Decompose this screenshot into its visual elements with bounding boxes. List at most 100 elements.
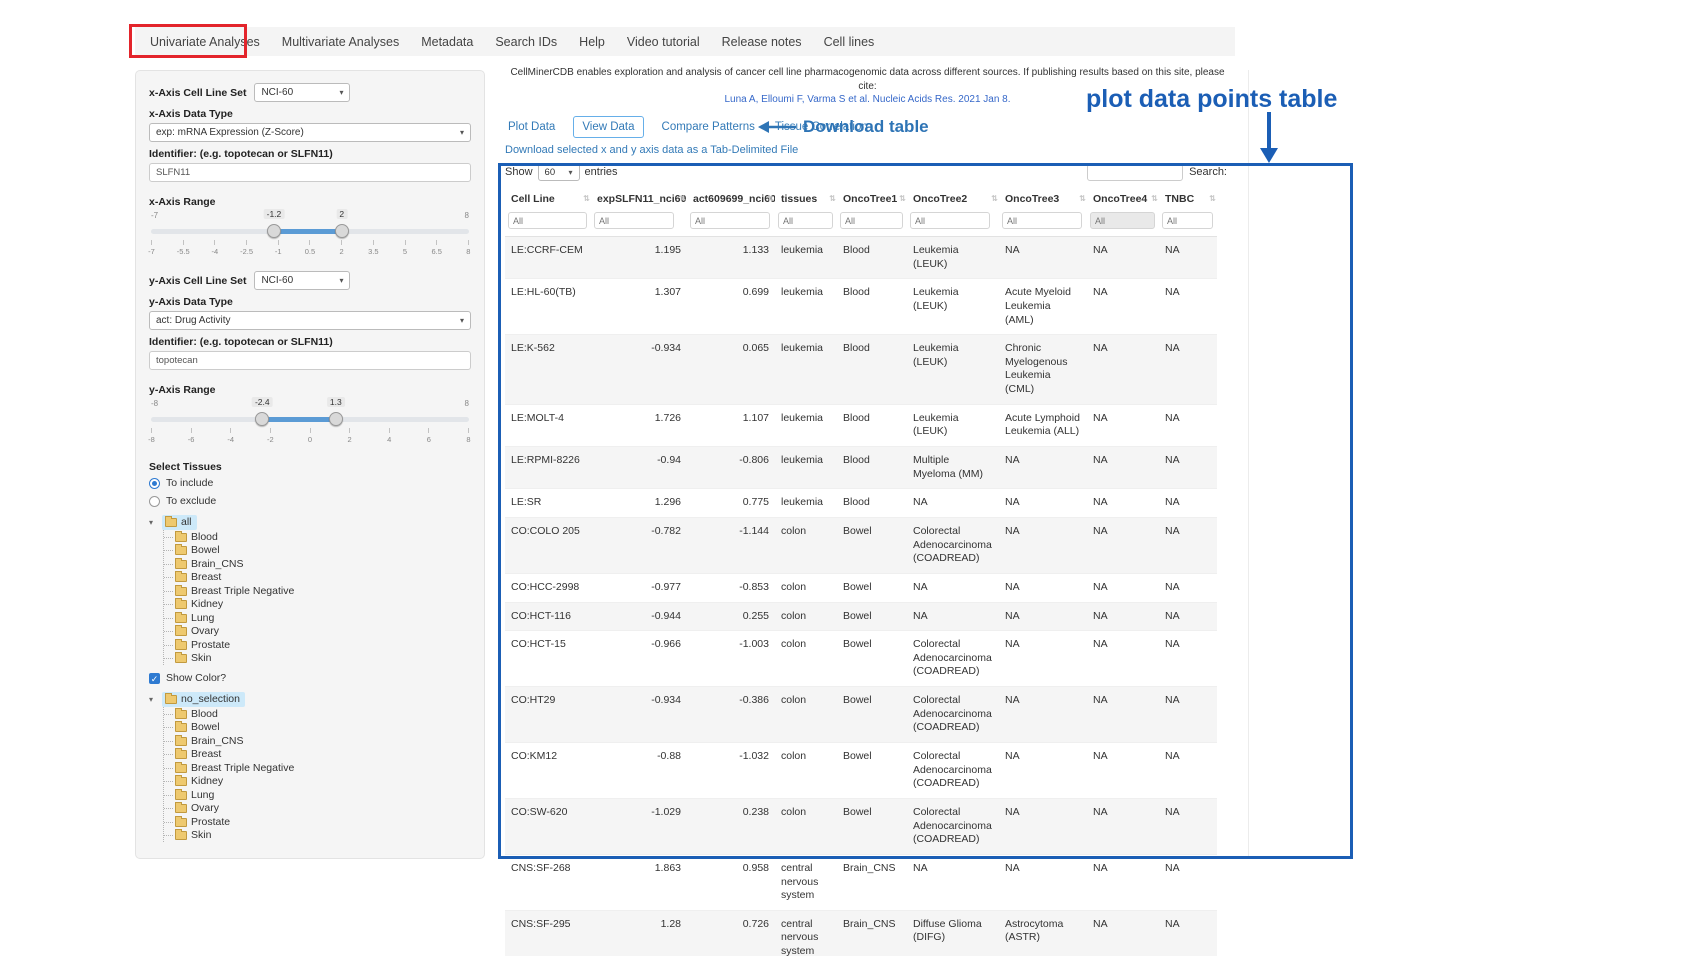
- table-row[interactable]: LE:CCRF-CEM1.1951.133leukemiaBloodLeukem…: [505, 237, 1217, 279]
- table-row[interactable]: CO:SW-620-1.0290.238colonBowelColorectal…: [505, 798, 1217, 854]
- tissue-include-radio[interactable]: To include: [149, 475, 471, 491]
- nav-item-search-ids[interactable]: Search IDs: [484, 35, 568, 49]
- table-row[interactable]: LE:SR1.2960.775leukemiaBloodNANANANA: [505, 489, 1217, 518]
- tree-item-lung[interactable]: Lung: [164, 611, 471, 625]
- sort-icon[interactable]: ⇅: [829, 194, 836, 203]
- column-header-act609699-nci60[interactable]: act609699_nci60⇅: [687, 187, 775, 211]
- column-filter-oncotree3[interactable]: [1002, 212, 1082, 229]
- search-input[interactable]: [1087, 164, 1183, 181]
- column-header-tnbc[interactable]: TNBC⇅: [1159, 187, 1217, 211]
- slider-handle[interactable]: [335, 224, 349, 238]
- column-filter-oncotree2[interactable]: [910, 212, 990, 229]
- nav-item-video-tutorial[interactable]: Video tutorial: [616, 35, 711, 49]
- column-header-expslfn11-nci60[interactable]: expSLFN11_nci60⇅: [591, 187, 687, 211]
- nav-item-metadata[interactable]: Metadata: [410, 35, 484, 49]
- table-row[interactable]: CO:HCT-116-0.9440.255colonBowelNANANANA: [505, 602, 1217, 631]
- column-header-oncotree3[interactable]: OncoTree3⇅: [999, 187, 1087, 211]
- tree-item-skin[interactable]: Skin: [164, 829, 471, 843]
- tree-item-prostate[interactable]: Prostate: [164, 638, 471, 652]
- nav-item-multivariate-analyses[interactable]: Multivariate Analyses: [271, 35, 410, 49]
- slider-tick-label: -2: [267, 435, 274, 444]
- tree-root-all[interactable]: ▾ all: [149, 514, 471, 530]
- sort-icon[interactable]: ⇅: [679, 194, 686, 203]
- sort-icon[interactable]: ⇅: [899, 194, 906, 203]
- tree-item-blood[interactable]: Blood: [164, 530, 471, 544]
- y-range-slider[interactable]: -88-2.41.3-8-6-4-202468: [151, 399, 469, 449]
- column-header-oncotree1[interactable]: OncoTree1⇅: [837, 187, 907, 211]
- sort-icon[interactable]: ⇅: [1079, 194, 1086, 203]
- table-row[interactable]: LE:MOLT-41.7261.107leukemiaBloodLeukemia…: [505, 404, 1217, 446]
- tree-item-lung[interactable]: Lung: [164, 788, 471, 802]
- sort-icon[interactable]: ⇅: [991, 194, 998, 203]
- tree-item-bowel[interactable]: Bowel: [164, 544, 471, 558]
- tree-item-ovary[interactable]: Ovary: [164, 802, 471, 816]
- tree-item-prostate[interactable]: Prostate: [164, 815, 471, 829]
- show-color-checkbox[interactable]: ✓ Show Color?: [149, 670, 471, 686]
- nav-item-cell-lines[interactable]: Cell lines: [813, 35, 886, 49]
- column-header-cell-line[interactable]: Cell Line⇅: [505, 187, 591, 211]
- download-link[interactable]: Download selected x and y axis data as a…: [505, 144, 798, 156]
- column-header-oncotree4[interactable]: OncoTree4⇅: [1087, 187, 1159, 211]
- sort-icon[interactable]: ⇅: [767, 194, 774, 203]
- nav-item-help[interactable]: Help: [568, 35, 616, 49]
- nav-item-release-notes[interactable]: Release notes: [711, 35, 813, 49]
- table-row[interactable]: CO:HCT-15-0.966-1.003colonBowelColorecta…: [505, 631, 1217, 687]
- table-row[interactable]: LE:RPMI-8226-0.94-0.806leukemiaBloodMult…: [505, 447, 1217, 489]
- column-filter-cell-line[interactable]: [508, 212, 587, 229]
- slider-tick-label: -4: [227, 435, 234, 444]
- column-filter-expslfn11-nci60[interactable]: [594, 212, 674, 229]
- tree-item-breast[interactable]: Breast: [164, 571, 471, 585]
- column-filter-tissues[interactable]: [778, 212, 833, 229]
- y-cell-line-set-select[interactable]: NCI-60 ▾: [254, 271, 350, 290]
- tree-item-skin[interactable]: Skin: [164, 652, 471, 666]
- table-row[interactable]: CNS:SF-2681.8630.958central nervous syst…: [505, 854, 1217, 910]
- table-row[interactable]: CO:KM12-0.88-1.032colonBowelColorectal A…: [505, 743, 1217, 799]
- tree-item-breast[interactable]: Breast: [164, 748, 471, 762]
- tree-expander-icon[interactable]: ▾: [149, 518, 158, 527]
- column-filter-oncotree1[interactable]: [840, 212, 903, 229]
- x-range-slider[interactable]: -78-1.22-7-5.5-4-2.5-10.523.556.58: [151, 211, 469, 261]
- tab-compare-patterns[interactable]: Compare Patterns: [660, 117, 757, 137]
- tree-item-brain-cns[interactable]: Brain_CNS: [164, 557, 471, 571]
- column-filter-act609699-nci60[interactable]: [690, 212, 770, 229]
- x-identifier-input[interactable]: [149, 163, 471, 182]
- slider-handle[interactable]: [329, 412, 343, 426]
- sort-icon[interactable]: ⇅: [583, 194, 590, 203]
- tree-item-blood[interactable]: Blood: [164, 707, 471, 721]
- tree-item-bowel[interactable]: Bowel: [164, 721, 471, 735]
- table-row[interactable]: CO:HCC-2998-0.977-0.853colonBowelNANANAN…: [505, 573, 1217, 602]
- tab-view-data[interactable]: View Data: [573, 116, 643, 138]
- tree-expander-icon[interactable]: ▾: [149, 695, 158, 704]
- y-identifier-input[interactable]: [149, 351, 471, 370]
- table-row[interactable]: CO:HT29-0.934-0.386colonBowelColorectal …: [505, 687, 1217, 743]
- tree-item-breast-triple-negative[interactable]: Breast Triple Negative: [164, 584, 471, 598]
- tree-item-brain-cns[interactable]: Brain_CNS: [164, 734, 471, 748]
- column-header-tissues[interactable]: tissues⇅: [775, 187, 837, 211]
- tree-item-ovary[interactable]: Ovary: [164, 625, 471, 639]
- tissue-exclude-radio[interactable]: To exclude: [149, 493, 471, 509]
- table-row[interactable]: CO:COLO 205-0.782-1.144colonBowelColorec…: [505, 517, 1217, 573]
- x-cell-line-set-select[interactable]: NCI-60 ▾: [254, 83, 350, 102]
- tree-root-no-selection[interactable]: ▾ no_selection: [149, 691, 471, 707]
- nav-item-univariate-analyses[interactable]: Univariate Analyses: [139, 35, 271, 49]
- y-data-type-select[interactable]: act: Drug Activity ▾: [149, 311, 471, 330]
- sort-icon[interactable]: ⇅: [1209, 194, 1216, 203]
- column-filter-oncotree4[interactable]: [1090, 212, 1155, 229]
- page-length-select[interactable]: 60 ▾: [538, 163, 580, 181]
- table-row[interactable]: LE:HL-60(TB)1.3070.699leukemiaBloodLeuke…: [505, 279, 1217, 335]
- table-row[interactable]: LE:K-562-0.9340.065leukemiaBloodLeukemia…: [505, 335, 1217, 405]
- tree-item-kidney[interactable]: Kidney: [164, 775, 471, 789]
- slider-handle[interactable]: [267, 224, 281, 238]
- slider-high-value: 2: [336, 209, 347, 219]
- column-filter-tnbc[interactable]: [1162, 212, 1213, 229]
- radio-include-label: To include: [166, 477, 213, 489]
- sort-icon[interactable]: ⇅: [1151, 194, 1158, 203]
- column-header-oncotree2[interactable]: OncoTree2⇅: [907, 187, 999, 211]
- tree-item-kidney[interactable]: Kidney: [164, 598, 471, 612]
- tree-item-breast-triple-negative[interactable]: Breast Triple Negative: [164, 761, 471, 775]
- x-data-type-select[interactable]: exp: mRNA Expression (Z-Score) ▾: [149, 123, 471, 142]
- table-cell: LE:K-562: [505, 335, 591, 405]
- slider-handle[interactable]: [255, 412, 269, 426]
- table-row[interactable]: CNS:SF-2951.280.726central nervous syste…: [505, 910, 1217, 956]
- tab-plot-data[interactable]: Plot Data: [506, 117, 557, 137]
